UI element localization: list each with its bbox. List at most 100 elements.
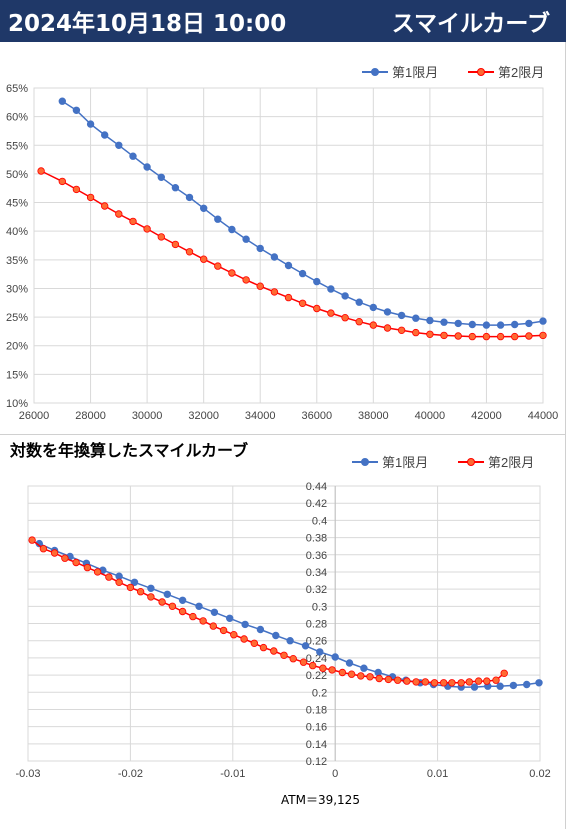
- data-point-2: [230, 630, 238, 639]
- data-point-1: [482, 321, 491, 329]
- data-point-2: [403, 677, 411, 685]
- legend-swatch-marker: [477, 68, 485, 76]
- data-point-1: [185, 193, 194, 202]
- data-point-1: [412, 314, 420, 322]
- data-point-1: [397, 311, 406, 320]
- data-point-1: [286, 636, 294, 645]
- data-point-1: [360, 664, 368, 672]
- data-point-2: [465, 678, 473, 686]
- x-tick-label: 30000: [132, 410, 163, 422]
- y-tick-label: 0.32: [306, 584, 327, 596]
- data-point-1: [355, 298, 363, 306]
- plot-area: [27, 485, 541, 762]
- series-line-1: [61, 100, 544, 326]
- data-point-2: [319, 664, 327, 672]
- log-smile-curve-chart: 第1限月 第2限月 0.12 0.14 0.16 0.18 0.2 0.22 0.24 0.26 0…: [15, 455, 550, 780]
- data-point-2: [28, 536, 36, 544]
- data-point-1: [130, 578, 139, 586]
- x-tick-label: 26000: [19, 410, 50, 422]
- data-point-1: [178, 596, 187, 604]
- x-tick-label: 36000: [301, 410, 332, 422]
- data-point-2: [259, 643, 268, 652]
- data-point-2: [209, 622, 217, 630]
- x-tick-label: -0.02: [118, 768, 143, 780]
- data-point-1: [284, 261, 293, 270]
- series-line-1: [38, 542, 540, 688]
- data-point-1: [341, 292, 349, 300]
- data-point-2: [105, 573, 113, 581]
- data-point-1: [426, 316, 434, 325]
- data-point-2: [228, 269, 236, 277]
- data-point-2: [115, 210, 123, 218]
- data-point-2: [483, 677, 491, 685]
- data-point-2: [397, 326, 406, 334]
- data-point-1: [225, 614, 234, 622]
- data-point-2: [189, 612, 197, 621]
- data-point-1: [496, 321, 505, 329]
- data-point-1: [383, 308, 392, 316]
- y-tick-label: 0.18: [306, 704, 327, 716]
- y-tick-label: 45%: [6, 198, 28, 210]
- y-tick-label: 50%: [6, 169, 28, 181]
- data-point-1: [509, 681, 518, 690]
- y-tick-label: 20%: [6, 341, 28, 353]
- series-line-2: [40, 170, 544, 338]
- data-point-2: [313, 304, 321, 313]
- data-point-1: [242, 235, 250, 243]
- data-point-2: [430, 679, 439, 687]
- data-point-1: [345, 659, 354, 667]
- data-point-1: [58, 97, 66, 105]
- data-point-2: [72, 185, 81, 194]
- data-point-2: [270, 288, 279, 296]
- data-point-2: [250, 639, 258, 647]
- data-point-1: [86, 120, 95, 128]
- data-point-2: [299, 658, 308, 666]
- data-point-2: [328, 666, 336, 674]
- data-point-1: [331, 653, 339, 661]
- log-chart-title: 対数を年換算したスマイルカーブ: [10, 441, 249, 460]
- legend-swatch-marker: [371, 68, 379, 76]
- y-tick-label: 55%: [6, 140, 28, 152]
- data-point-2: [143, 225, 151, 233]
- data-point-2: [185, 248, 194, 256]
- data-point-2: [482, 332, 491, 341]
- legend-entry: 第1限月: [382, 455, 428, 470]
- data-point-1: [272, 631, 280, 640]
- data-point-1: [270, 253, 279, 261]
- data-point-2: [157, 233, 165, 241]
- y-tick-label: 0.44: [306, 481, 327, 493]
- data-point-1: [157, 173, 165, 181]
- data-point-1: [115, 141, 123, 149]
- data-point-1: [210, 608, 219, 616]
- data-point-2: [50, 549, 59, 557]
- data-point-1: [496, 682, 504, 690]
- header-title: スマイルカーブ: [391, 11, 550, 37]
- data-point-1: [129, 152, 137, 160]
- data-point-2: [100, 202, 109, 210]
- data-point-2: [242, 276, 250, 284]
- data-point-2: [39, 544, 48, 553]
- data-point-1: [163, 590, 171, 598]
- legend-swatch-marker: [361, 458, 369, 466]
- y-tick-label: 0.26: [306, 636, 327, 648]
- data-point-2: [496, 332, 505, 341]
- y-tick-label: 60%: [6, 112, 28, 124]
- x-tick-label: 32000: [188, 410, 219, 422]
- data-point-1: [214, 215, 222, 223]
- data-point-1: [374, 668, 382, 677]
- data-point-2: [298, 299, 307, 307]
- y-tick-label: 0.14: [306, 739, 327, 751]
- data-point-2: [421, 678, 429, 686]
- data-point-2: [214, 262, 222, 270]
- data-point-2: [440, 331, 448, 340]
- data-point-2: [539, 331, 547, 340]
- data-point-2: [357, 672, 365, 680]
- y-tick-label: 0.36: [306, 550, 327, 562]
- data-point-1: [523, 680, 531, 689]
- data-point-2: [355, 318, 363, 326]
- data-point-1: [143, 163, 151, 171]
- x-tick-label: 42000: [471, 410, 502, 422]
- data-point-2: [327, 309, 335, 317]
- data-point-2: [178, 607, 187, 616]
- data-point-2: [338, 668, 347, 677]
